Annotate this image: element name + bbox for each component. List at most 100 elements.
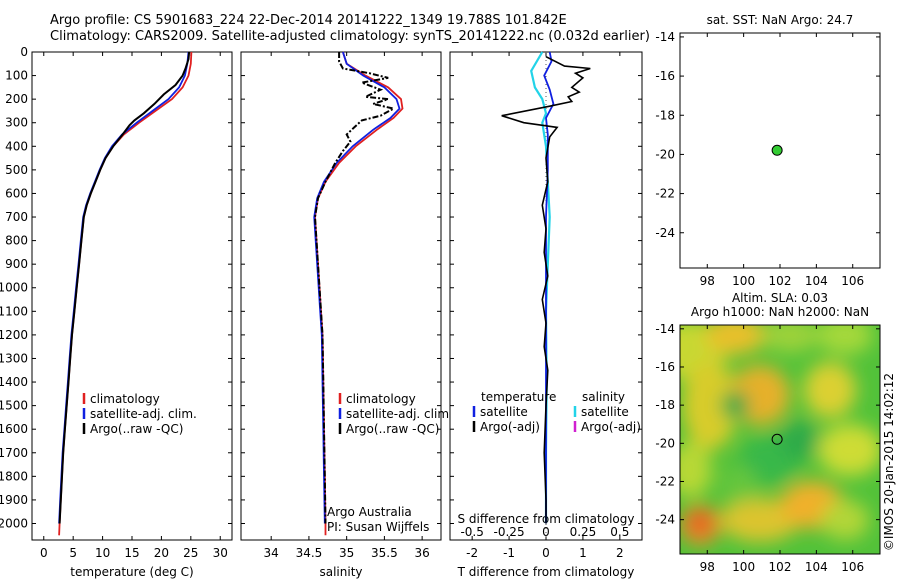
heatmap-blob: [720, 498, 800, 542]
heatmap-blob: [722, 467, 758, 503]
sla-title-line-2: Argo h1000: NaN h2000: NaN: [691, 305, 869, 319]
x-tick-label: 34.5: [296, 546, 323, 560]
legend3-sal-satellite-label: satellite: [581, 405, 629, 419]
depth-tick-label: 1600: [0, 422, 28, 436]
legend3-temperature-title: temperature: [481, 390, 556, 404]
x-tick-label: 36: [414, 546, 429, 560]
temperature-axis-label: temperature (deg C): [70, 565, 193, 579]
depth-tick-label: 1800: [0, 469, 28, 483]
x-tick-label: 30: [213, 546, 228, 560]
lon-tick-label: 102: [769, 274, 792, 288]
s-diff-tick-label: -0.25: [494, 525, 525, 539]
x-tick-label: 20: [154, 546, 169, 560]
sla-heatmap: [680, 325, 880, 554]
lat-tick-label: -16: [655, 69, 675, 83]
title-line-2: Climatology: CARS2009. Satellite-adjuste…: [50, 29, 650, 44]
depth-tick-label: 400: [5, 139, 28, 153]
lat-tick-label: -20: [655, 436, 675, 450]
lon-tick-label: 104: [805, 274, 828, 288]
depth-tick-label: 1700: [0, 446, 28, 460]
x-tick-label: 15: [124, 546, 139, 560]
title-line-1: Argo profile: CS 5901683_224 22-Dec-2014…: [50, 13, 567, 28]
s-diff-tick-label: 0.5: [610, 525, 629, 539]
imos-credit: ©IMOS 20-Jan-2015 14:02:12: [882, 373, 896, 551]
lat-tick-label: -22: [655, 187, 675, 201]
legend3-temp-argo-label: Argo(-adj): [480, 420, 540, 434]
legend3-salinity-title: salinity: [582, 390, 625, 404]
sal-satellite-adj-line: [313, 51, 401, 524]
depth-tick-label: 2000: [0, 516, 28, 530]
x-tick-label: 1: [579, 546, 587, 560]
legend2-satellite-adj-label: satellite-adj. clim.: [346, 407, 453, 421]
legend3-temp-satellite-label: satellite: [480, 405, 528, 419]
depth-tick-label: 500: [5, 163, 28, 177]
x-tick-label: 5: [69, 546, 77, 560]
depth-tick-label: 900: [5, 257, 28, 271]
depth-tick-label: 1300: [0, 351, 28, 365]
lat-tick-label: -24: [655, 226, 675, 240]
depth-tick-label: 800: [5, 234, 28, 248]
x-tick-label: 0: [542, 546, 550, 560]
lon-tick-label: 98: [700, 274, 715, 288]
heatmap-blob: [817, 325, 873, 355]
argo-location-dot: [771, 144, 783, 156]
heatmap-blob: [705, 325, 765, 355]
lat-tick-label: -18: [655, 398, 675, 412]
depth-tick-label: 1100: [0, 304, 28, 318]
sla-title-line-1: Altim. SLA: 0.03: [732, 291, 828, 305]
lon-tick-label: 100: [732, 560, 755, 574]
legend-climatology-label: climatology: [90, 392, 160, 406]
lon-tick-label: 104: [805, 560, 828, 574]
argo-location-marker: [771, 433, 783, 445]
legend3-sal-argo-label: Argo(-adj): [581, 420, 641, 434]
heatmap-blob: [682, 360, 738, 450]
heatmap-blob: [689, 511, 711, 533]
x-tick-label: 2: [616, 546, 624, 560]
pi-name-label: PI: Susan Wijffels: [327, 520, 429, 534]
depth-tick-label: 700: [5, 210, 28, 224]
depth-tick-label: 1000: [0, 281, 28, 295]
heatmap-blob: [821, 500, 869, 540]
lat-tick-label: -16: [655, 360, 675, 374]
x-tick-label: 35.5: [371, 546, 398, 560]
salinity-axis-label: salinity: [319, 565, 362, 579]
legend-argo-label: Argo(..raw -QC): [90, 422, 183, 436]
heatmap-blob: [721, 391, 749, 419]
temp-diff-argo-line: [501, 55, 591, 524]
temperature-panel: [31, 51, 233, 541]
sal-argo-line: [313, 52, 397, 524]
heatmap-blobs: [680, 325, 880, 545]
heatmap-blob: [762, 325, 818, 353]
argo-australia-label: Argo Australia: [327, 505, 412, 519]
x-tick-label: 25: [183, 546, 198, 560]
depth-tick-label: 0: [20, 45, 28, 59]
x-tick-label: 35: [339, 546, 354, 560]
lon-tick-label: 98: [700, 560, 715, 574]
lon-tick-label: 102: [769, 560, 792, 574]
x-tick-label: 34: [264, 546, 279, 560]
lat-tick-label: -20: [655, 147, 675, 161]
salinity-panel: [240, 51, 442, 541]
t-diff-axis-label: T difference from climatology: [457, 565, 635, 579]
x-tick-label: 0: [40, 546, 48, 560]
x-tick-label: 10: [95, 546, 110, 560]
depth-tick-label: 1500: [0, 399, 28, 413]
lon-tick-label: 106: [841, 274, 864, 288]
depth-tick-label: 1200: [0, 328, 28, 342]
lat-tick-label: -22: [655, 474, 675, 488]
depth-tick-label: 1400: [0, 375, 28, 389]
x-tick-label: -2: [466, 546, 478, 560]
lon-tick-label: 100: [732, 274, 755, 288]
heatmap-blob: [780, 420, 820, 460]
depth-tick-label: 100: [5, 69, 28, 83]
lat-tick-label: -14: [655, 30, 675, 44]
sst-title: sat. SST: NaN Argo: 24.7: [707, 13, 854, 27]
lat-tick-label: -14: [655, 322, 675, 336]
legend-satellite-adj-label: satellite-adj. clim.: [90, 407, 197, 421]
depth-tick-label: 1900: [0, 493, 28, 507]
lon-tick-label: 106: [841, 560, 864, 574]
legend2-argo-label: Argo(..raw -QC): [346, 422, 439, 436]
depth-tick-label: 200: [5, 92, 28, 106]
temp-argo-line: [58, 51, 191, 524]
